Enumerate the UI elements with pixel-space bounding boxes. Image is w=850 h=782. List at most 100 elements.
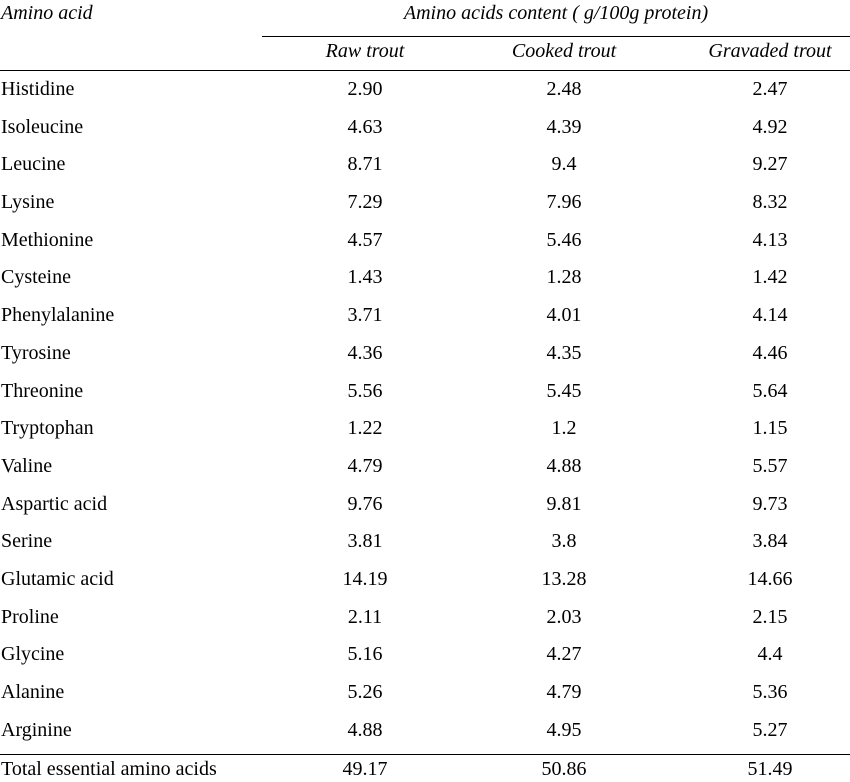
total-raw-trout: 49.17 bbox=[342, 758, 388, 780]
table-row: Lysine 7.29 7.96 8.32 bbox=[0, 185, 850, 223]
value-raw-trout: 5.56 bbox=[347, 379, 383, 402]
table-row: Threonine 5.56 5.45 5.64 bbox=[0, 374, 850, 412]
value-gravaded-trout: 1.42 bbox=[752, 266, 788, 289]
table-row: Aspartic acid 9.76 9.81 9.73 bbox=[0, 487, 850, 525]
value-raw-trout: 1.22 bbox=[347, 417, 383, 440]
table-row: Valine 4.79 4.88 5.57 bbox=[0, 449, 850, 487]
header-amino-acid: Amino acid bbox=[1, 2, 93, 24]
column-header-raw-trout: Raw trout bbox=[325, 40, 405, 62]
table-row: Isoleucine 4.63 4.39 4.92 bbox=[0, 110, 850, 148]
amino-acid-name: Arginine bbox=[1, 718, 72, 741]
table-row: Tyrosine 4.36 4.35 4.46 bbox=[0, 336, 850, 374]
total-label: Total essential amino acids bbox=[1, 758, 217, 780]
total-gravaded-trout: 51.49 bbox=[747, 758, 793, 780]
value-cooked-trout: 2.48 bbox=[546, 78, 582, 100]
subheader-rule bbox=[0, 70, 850, 71]
table-row: Leucine 8.71 9.4 9.27 bbox=[0, 147, 850, 185]
value-cooked-trout: 4.35 bbox=[546, 341, 582, 364]
value-cooked-trout: 4.27 bbox=[546, 643, 582, 666]
table-row: Phenylalanine 3.71 4.01 4.14 bbox=[0, 298, 850, 336]
amino-acid-name: Threonine bbox=[1, 379, 84, 402]
header-amino-acids-content: Amino acids content ( g/100g protein) bbox=[403, 2, 709, 24]
value-gravaded-trout: 8.32 bbox=[752, 191, 788, 214]
table-row: Histidine 2.90 2.48 2.47 bbox=[0, 72, 850, 110]
value-cooked-trout: 5.46 bbox=[546, 228, 582, 251]
value-raw-trout: 7.29 bbox=[347, 191, 383, 214]
total-rule bbox=[0, 754, 850, 755]
value-gravaded-trout: 2.47 bbox=[752, 78, 788, 100]
value-gravaded-trout: 5.27 bbox=[752, 718, 788, 741]
amino-acid-name: Lysine bbox=[1, 191, 55, 214]
value-cooked-trout: 7.96 bbox=[546, 191, 582, 214]
amino-acid-name: Isoleucine bbox=[1, 115, 84, 138]
value-raw-trout: 2.11 bbox=[347, 605, 383, 628]
value-raw-trout: 4.63 bbox=[347, 115, 383, 138]
value-raw-trout: 9.76 bbox=[347, 492, 383, 515]
value-cooked-trout: 4.01 bbox=[546, 304, 582, 327]
value-raw-trout: 14.19 bbox=[342, 567, 388, 590]
value-gravaded-trout: 1.15 bbox=[752, 417, 788, 440]
value-cooked-trout: 9.4 bbox=[551, 153, 577, 176]
value-gravaded-trout: 5.64 bbox=[752, 379, 788, 402]
table-row: Alanine 5.26 4.79 5.36 bbox=[0, 675, 850, 713]
value-raw-trout: 4.57 bbox=[347, 228, 383, 251]
value-cooked-trout: 1.2 bbox=[551, 417, 577, 440]
value-gravaded-trout: 5.57 bbox=[752, 454, 788, 477]
table-row: Serine 3.81 3.8 3.84 bbox=[0, 524, 850, 562]
amino-acid-name: Glutamic acid bbox=[1, 567, 114, 590]
value-gravaded-trout: 5.36 bbox=[752, 681, 788, 703]
value-gravaded-trout: 14.66 bbox=[747, 567, 793, 590]
value-gravaded-trout: 4.4 bbox=[757, 643, 783, 666]
value-cooked-trout: 13.28 bbox=[541, 567, 587, 590]
value-raw-trout: 4.79 bbox=[347, 454, 383, 477]
value-gravaded-trout: 3.84 bbox=[752, 530, 788, 553]
amino-acid-name: Valine bbox=[1, 454, 53, 477]
value-cooked-trout: 5.45 bbox=[546, 379, 582, 402]
amino-acid-name: Phenylalanine bbox=[1, 304, 115, 327]
value-raw-trout: 3.71 bbox=[347, 304, 383, 327]
header-rule bbox=[262, 36, 850, 37]
value-raw-trout: 4.36 bbox=[347, 341, 383, 364]
table-row: Glycine 5.16 4.27 4.4 bbox=[0, 637, 850, 675]
column-header-gravaded-trout: Gravaded trout bbox=[708, 40, 832, 62]
column-header-cooked-trout: Cooked trout bbox=[511, 40, 617, 62]
value-cooked-trout: 4.95 bbox=[546, 718, 582, 741]
amino-acid-name: Leucine bbox=[1, 153, 66, 176]
value-raw-trout: 3.81 bbox=[347, 530, 383, 553]
value-gravaded-trout: 9.73 bbox=[752, 492, 788, 515]
amino-acid-name: Alanine bbox=[1, 681, 65, 703]
value-cooked-trout: 4.39 bbox=[546, 115, 582, 138]
amino-acid-name: Histidine bbox=[1, 78, 75, 100]
value-cooked-trout: 1.28 bbox=[546, 266, 582, 289]
value-raw-trout: 1.43 bbox=[347, 266, 383, 289]
value-cooked-trout: 3.8 bbox=[551, 530, 577, 553]
value-raw-trout: 2.90 bbox=[347, 78, 383, 100]
value-raw-trout: 4.88 bbox=[347, 718, 383, 741]
value-gravaded-trout: 2.15 bbox=[752, 605, 788, 628]
table-row: Glutamic acid 14.19 13.28 14.66 bbox=[0, 562, 850, 600]
table-row: Tryptophan 1.22 1.2 1.15 bbox=[0, 411, 850, 449]
table-row: Proline 2.11 2.03 2.15 bbox=[0, 600, 850, 638]
amino-acid-name: Glycine bbox=[1, 643, 65, 666]
total-row: Total essential amino acids 49.17 50.86 … bbox=[0, 756, 850, 782]
amino-acid-name: Tyrosine bbox=[1, 341, 71, 364]
amino-acid-name: Methionine bbox=[1, 228, 94, 251]
value-gravaded-trout: 4.13 bbox=[752, 228, 788, 251]
value-gravaded-trout: 9.27 bbox=[752, 153, 788, 176]
table-row: Cysteine 1.43 1.28 1.42 bbox=[0, 260, 850, 298]
amino-acid-name: Proline bbox=[1, 605, 59, 628]
amino-acid-name: Aspartic acid bbox=[1, 492, 108, 515]
amino-acid-name: Cysteine bbox=[1, 266, 71, 289]
value-cooked-trout: 4.88 bbox=[546, 454, 582, 477]
amino-acid-name: Tryptophan bbox=[1, 417, 94, 440]
value-cooked-trout: 4.79 bbox=[546, 681, 582, 703]
value-gravaded-trout: 4.92 bbox=[752, 115, 788, 138]
value-gravaded-trout: 4.14 bbox=[752, 304, 788, 327]
total-cooked-trout: 50.86 bbox=[541, 758, 587, 780]
table-body: Histidine 2.90 2.48 2.47 Isoleucine 4.63 4.39 4… bbox=[0, 72, 850, 750]
value-gravaded-trout: 4.46 bbox=[752, 341, 788, 364]
value-raw-trout: 5.26 bbox=[347, 681, 383, 703]
value-cooked-trout: 2.03 bbox=[546, 605, 582, 628]
amino-acid-name: Serine bbox=[1, 530, 53, 553]
